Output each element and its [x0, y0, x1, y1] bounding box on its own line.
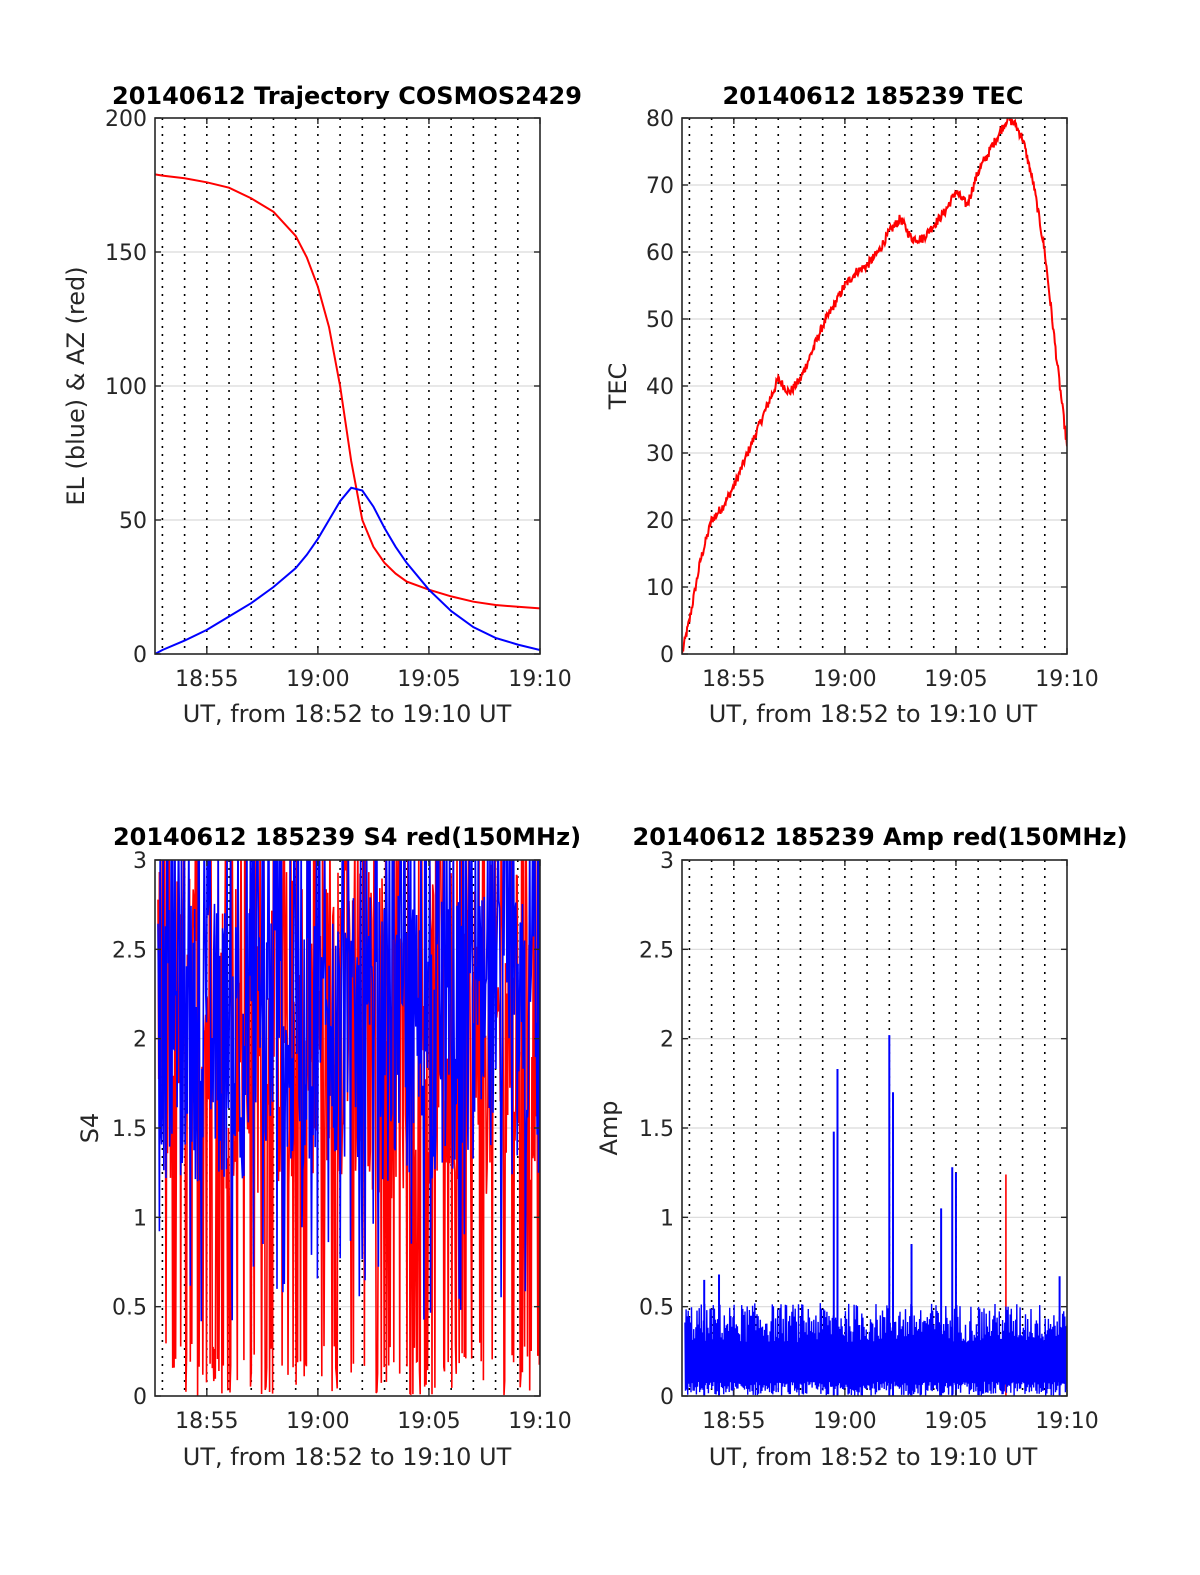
y-tick-label: 50	[646, 308, 674, 333]
y-axis-label: TEC	[604, 363, 632, 411]
x-axis-label: UT, from 18:52 to 19:10 UT	[709, 700, 1038, 728]
figure: 20140612 Trajectory COSMOS2429 UT, from …	[0, 0, 1200, 1575]
y-tick-label: 70	[646, 174, 674, 199]
x-tick-label: 19:10	[508, 1409, 571, 1434]
chart-title: 20140612 185239 S4 red(150MHz)	[113, 823, 581, 851]
x-tick-label: 19:00	[286, 667, 349, 692]
y-tick-label: 0	[660, 1385, 674, 1410]
y-tick-label: 50	[119, 509, 147, 534]
y-tick-label: 0	[133, 643, 147, 668]
y-tick-label: 60	[646, 241, 674, 266]
y-tick-label: 2.5	[112, 938, 147, 963]
chart-title: 20140612 Trajectory COSMOS2429	[112, 82, 582, 110]
y-tick-label: 10	[646, 576, 674, 601]
x-tick-label: 19:00	[813, 667, 876, 692]
y-tick-label: 2	[660, 1028, 674, 1053]
y-tick-label: 1.5	[112, 1117, 147, 1142]
chart-title: 20140612 185239 Amp red(150MHz)	[633, 823, 1128, 851]
y-tick-label: 200	[105, 107, 147, 132]
blue-amp-line	[685, 1303, 1067, 1396]
x-axis-label: UT, from 18:52 to 19:10 UT	[709, 1443, 1038, 1471]
x-tick-label: 19:00	[286, 1409, 349, 1434]
y-tick-label: 3	[133, 849, 147, 874]
x-tick-label: 18:55	[175, 667, 238, 692]
y-tick-label: 2.5	[639, 938, 674, 963]
y-tick-label: 3	[660, 849, 674, 874]
x-tick-label: 19:05	[924, 1409, 987, 1434]
x-tick-label: 19:10	[1035, 667, 1098, 692]
x-axis-label: UT, from 18:52 to 19:10 UT	[183, 1443, 512, 1471]
y-tick-label: 20	[646, 509, 674, 534]
x-tick-label: 19:05	[397, 1409, 460, 1434]
y-axis-label: S4	[76, 1113, 104, 1144]
x-tick-label: 18:55	[175, 1409, 238, 1434]
y-axis-label: EL (blue) & AZ (red)	[62, 266, 90, 505]
x-tick-label: 19:10	[508, 667, 571, 692]
x-tick-label: 18:55	[702, 667, 765, 692]
x-tick-label: 19:05	[397, 667, 460, 692]
x-tick-label: 19:00	[813, 1409, 876, 1434]
y-tick-label: 30	[646, 442, 674, 467]
y-tick-label: 0.5	[639, 1296, 674, 1321]
y-tick-label: 1	[133, 1206, 147, 1231]
y-axis-label: Amp	[595, 1100, 623, 1155]
y-tick-label: 1	[660, 1206, 674, 1231]
y-tick-label: 150	[105, 241, 147, 266]
x-tick-label: 19:05	[924, 667, 987, 692]
y-tick-label: 0	[660, 643, 674, 668]
chart-title: 20140612 185239 TEC	[723, 82, 1024, 110]
x-tick-label: 18:55	[702, 1409, 765, 1434]
y-tick-label: 40	[646, 375, 674, 400]
y-tick-label: 100	[105, 375, 147, 400]
y-tick-label: 0	[133, 1385, 147, 1410]
y-tick-label: 1.5	[639, 1117, 674, 1142]
y-tick-label: 2	[133, 1028, 147, 1053]
y-tick-label: 0.5	[112, 1296, 147, 1321]
x-axis-label: UT, from 18:52 to 19:10 UT	[183, 700, 512, 728]
x-tick-label: 19:10	[1035, 1409, 1098, 1434]
y-tick-label: 80	[646, 107, 674, 132]
